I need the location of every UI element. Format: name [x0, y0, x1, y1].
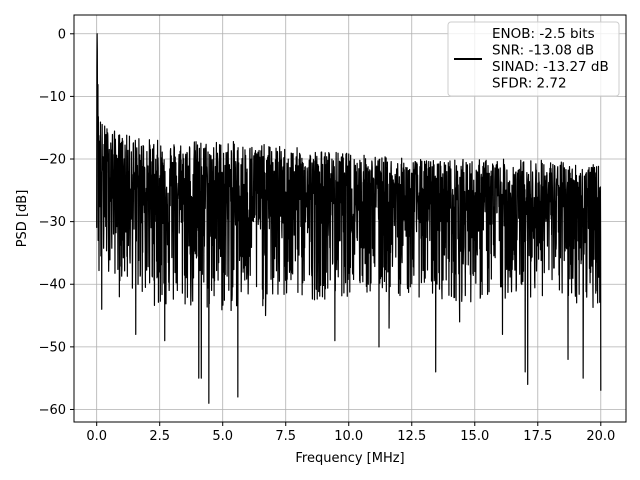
x-tick-label: 15.0 — [460, 429, 489, 444]
legend-box — [447, 21, 620, 97]
legend-enob: ENOB: -2.5 bits — [492, 26, 595, 42]
y-tick-label: −50 — [39, 340, 66, 355]
x-tick-label: 12.5 — [397, 429, 426, 444]
legend-sinad: SINAD: -13.27 dB — [492, 59, 609, 75]
x-axis-label: Frequency [MHz] — [295, 451, 404, 466]
x-tick-label: 2.5 — [149, 429, 170, 444]
y-tick-label: −30 — [39, 215, 66, 230]
plot-frame — [73, 14, 627, 423]
y-tick-label: −60 — [39, 403, 66, 418]
x-tick-label: 5.0 — [212, 429, 233, 444]
y-axis-label: PSD [dB] — [15, 190, 30, 248]
x-tick-label: 7.5 — [275, 429, 296, 444]
legend-snr: SNR: -13.08 dB — [492, 43, 594, 59]
y-tick-label: −10 — [39, 90, 66, 105]
y-tick-label: −40 — [39, 278, 66, 293]
x-tick-label: 20.0 — [586, 429, 615, 444]
y-axis-ticks: 0 −10 −20 −30 −40 −50 −60 — [39, 27, 74, 418]
y-tick-label: −20 — [39, 153, 66, 168]
psd-line — [96, 33, 602, 404]
y-tick-label: 0 — [58, 27, 66, 42]
x-tick-label: 10.0 — [334, 429, 363, 444]
x-axis-ticks: 0.0 2.5 5.0 7.5 10.0 12.5 15.0 17.5 20.0 — [86, 422, 615, 444]
legend: ENOB: -2.5 bits SNR: -13.08 dB SINAD: -1… — [447, 21, 620, 97]
x-tick-label: 0.0 — [86, 429, 107, 444]
psd-series — [96, 33, 602, 404]
legend-sfdr: SFDR: 2.72 — [492, 76, 567, 92]
x-tick-label: 17.5 — [523, 429, 552, 444]
